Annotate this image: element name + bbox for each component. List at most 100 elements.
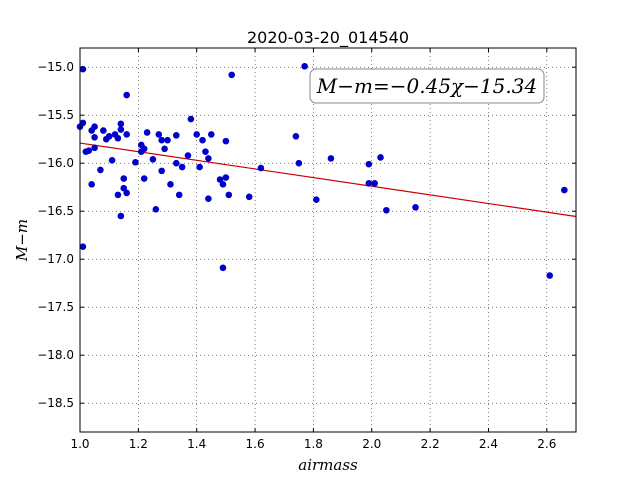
data-point bbox=[172, 132, 180, 139]
data-point bbox=[117, 212, 125, 220]
data-point bbox=[327, 155, 335, 162]
y-tick-label: −15.5 bbox=[37, 108, 74, 122]
data-point bbox=[202, 148, 209, 155]
x-tick-label: 2.4 bbox=[479, 437, 498, 451]
data-point bbox=[149, 156, 157, 163]
y-tick-label: −18.5 bbox=[37, 396, 74, 410]
data-point bbox=[164, 136, 171, 144]
data-point bbox=[205, 155, 212, 162]
x-tick-label: 1.0 bbox=[70, 437, 89, 451]
data-point bbox=[365, 180, 373, 187]
data-point bbox=[561, 186, 568, 194]
data-point bbox=[108, 157, 116, 164]
data-point bbox=[152, 205, 160, 213]
data-points bbox=[76, 62, 568, 279]
data-point bbox=[140, 175, 148, 182]
data-point bbox=[91, 133, 98, 141]
data-point bbox=[301, 62, 308, 70]
data-point bbox=[117, 126, 125, 133]
x-tick-label: 1.6 bbox=[246, 437, 265, 451]
regression-line bbox=[79, 142, 577, 218]
data-point bbox=[292, 133, 300, 140]
data-point bbox=[219, 181, 227, 188]
data-point bbox=[114, 134, 122, 142]
y-axis-label: M−m bbox=[13, 219, 31, 262]
data-point bbox=[132, 158, 139, 166]
data-point bbox=[245, 193, 253, 201]
data-point bbox=[546, 272, 554, 279]
y-tick-label: −15.0 bbox=[37, 60, 74, 74]
data-point bbox=[313, 196, 320, 203]
data-point bbox=[184, 152, 192, 159]
data-point bbox=[222, 137, 230, 145]
data-point bbox=[100, 127, 107, 134]
plot-area bbox=[80, 48, 576, 432]
data-point bbox=[193, 131, 201, 138]
chart-title: 2020-03-20_014540 bbox=[247, 28, 409, 48]
data-point bbox=[257, 164, 265, 172]
data-point bbox=[295, 159, 303, 167]
x-tick-label: 2.2 bbox=[421, 437, 440, 451]
y-tick-label: −18.0 bbox=[37, 348, 74, 362]
data-point bbox=[178, 163, 186, 171]
data-point bbox=[117, 120, 125, 128]
data-point bbox=[158, 136, 165, 144]
data-point bbox=[79, 119, 87, 127]
data-point bbox=[105, 133, 113, 140]
data-point bbox=[199, 136, 206, 144]
data-point bbox=[371, 180, 378, 187]
data-point bbox=[91, 123, 98, 131]
data-point bbox=[161, 145, 168, 153]
data-point bbox=[123, 91, 130, 99]
data-point bbox=[412, 204, 419, 211]
data-point bbox=[143, 129, 151, 136]
data-point bbox=[187, 115, 195, 123]
annotation-box bbox=[309, 68, 545, 104]
data-point bbox=[88, 181, 95, 188]
y-tick-label: −17.5 bbox=[37, 300, 74, 314]
data-point bbox=[207, 131, 215, 138]
data-point bbox=[196, 163, 203, 171]
data-point bbox=[120, 175, 128, 182]
data-point bbox=[377, 154, 384, 161]
data-point bbox=[172, 159, 180, 167]
data-point bbox=[114, 191, 122, 199]
data-point bbox=[175, 191, 183, 199]
data-point bbox=[158, 167, 165, 175]
data-point bbox=[79, 243, 87, 251]
data-point bbox=[205, 195, 212, 203]
x-tick-label: 1.8 bbox=[304, 437, 323, 451]
data-point bbox=[167, 181, 174, 188]
data-point bbox=[140, 145, 148, 153]
fit-line bbox=[79, 142, 577, 218]
y-tick-label: −17.0 bbox=[37, 252, 74, 266]
x-tick-label: 2.0 bbox=[362, 437, 381, 451]
data-point bbox=[383, 206, 390, 214]
data-point bbox=[120, 184, 128, 192]
data-point bbox=[85, 147, 93, 155]
data-point bbox=[365, 160, 373, 168]
grid-lines bbox=[79, 48, 576, 432]
x-axis-ticks: 1.0 1.2 1.4 1.6 1.8 2.0 2.2 2.4 2.6 bbox=[70, 48, 556, 451]
data-point bbox=[123, 131, 130, 138]
x-tick-label: 1.4 bbox=[187, 437, 206, 451]
data-point bbox=[97, 166, 104, 174]
plot-frame bbox=[79, 47, 577, 433]
data-point bbox=[222, 174, 230, 181]
data-point bbox=[123, 189, 130, 197]
y-axis-ticks: −15.0 −15.5 −16.0 −16.5 −17.0 −17.5 −18.0 −18.5 bbox=[37, 60, 576, 410]
x-tick-label: 1.2 bbox=[129, 437, 148, 451]
x-tick-label: 2.6 bbox=[537, 437, 556, 451]
data-point bbox=[91, 144, 98, 152]
data-point bbox=[216, 176, 224, 183]
data-point bbox=[228, 71, 236, 79]
data-point bbox=[219, 264, 227, 272]
fit-annotation: M−m=−0.45χ−15.34 bbox=[309, 68, 545, 104]
data-point bbox=[155, 131, 163, 138]
data-point bbox=[225, 191, 233, 199]
y-tick-label: −16.0 bbox=[37, 156, 74, 170]
fit-equation: M−m=−0.45χ−15.34 bbox=[316, 74, 537, 98]
y-tick-label: −16.5 bbox=[37, 204, 74, 218]
x-axis-label: airmass bbox=[298, 456, 358, 474]
